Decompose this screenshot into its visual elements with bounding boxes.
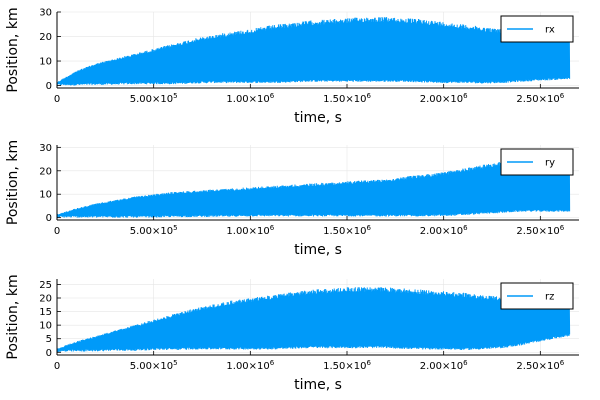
- y-tick-label: 0: [46, 213, 52, 224]
- subplot-panels: 0 5.00×105 1.00×106 1.50×106 2.00×106 2.50×10…: [5, 7, 579, 393]
- y-tick-label: 0: [46, 81, 52, 92]
- y-tick-label: 20: [39, 294, 52, 305]
- x-tick-label: 2.00×106: [420, 224, 468, 237]
- x-tick-label: 5.00×105: [130, 224, 178, 237]
- x-tick-label: 2.00×106: [420, 92, 468, 105]
- legend-label: rx: [545, 25, 555, 36]
- x-tick-label: 5.00×105: [130, 92, 178, 105]
- subplot-1: 0 5.00×105 1.00×106 1.50×106 2.00×106 2.50×10…: [5, 7, 579, 126]
- x-axis-label: time, s: [294, 110, 342, 126]
- y-tick-label: 5: [46, 334, 52, 345]
- legend: rz: [500, 282, 574, 310]
- x-tick-label: 5.00×105: [130, 359, 178, 372]
- y-tick-label: 20: [39, 166, 52, 177]
- subplot-2: 0 5.00×105 1.00×106 1.50×106 2.00×106 2.50×10…: [5, 140, 579, 258]
- y-axis-label: Position, km: [5, 7, 21, 92]
- y-axis-label: Position, km: [5, 274, 21, 359]
- x-tick-label: 1.00×106: [226, 92, 274, 105]
- y-tick-label: 25: [39, 280, 52, 291]
- x-tick-label: 1.00×106: [226, 359, 274, 372]
- x-tick-label: 1.00×106: [226, 224, 274, 237]
- series-line-rx: [56, 17, 571, 86]
- x-tick-label: 2.50×106: [516, 359, 564, 372]
- x-tick-label: 2.00×106: [420, 359, 468, 372]
- y-tick-label: 20: [39, 32, 52, 43]
- x-axis-label: time, s: [294, 377, 342, 393]
- x-tick-label: 2.50×106: [516, 224, 564, 237]
- y-tick-label: 0: [46, 348, 52, 359]
- x-tick-label: 0: [54, 361, 60, 372]
- x-tick-label: 0: [54, 226, 60, 237]
- y-tick-label: 30: [39, 8, 52, 19]
- series-line-ry: [56, 150, 571, 218]
- y-tick-label: 10: [39, 321, 52, 332]
- x-axis-label: time, s: [294, 242, 342, 258]
- x-tick-label: 1.50×106: [323, 224, 371, 237]
- legend: ry: [500, 148, 574, 176]
- y-axis-label: Position, km: [5, 140, 21, 225]
- y-tick-label: 30: [39, 143, 52, 154]
- y-tick-label: 15: [39, 307, 52, 318]
- x-tick-label: 1.50×106: [323, 359, 371, 372]
- x-tick-label: 1.50×106: [323, 92, 371, 105]
- series-line-rz: [56, 287, 571, 353]
- x-tick-label: 2.50×106: [516, 92, 564, 105]
- legend-label: rz: [545, 292, 554, 303]
- legend-label: ry: [545, 158, 555, 169]
- y-tick-label: 10: [39, 190, 52, 201]
- subplot-3: 0 5.00×105 1.00×106 1.50×106 2.00×106 2.50×10…: [5, 274, 579, 393]
- y-tick-label: 10: [39, 57, 52, 68]
- x-tick-label: 0: [54, 94, 60, 105]
- legend: rx: [500, 15, 574, 43]
